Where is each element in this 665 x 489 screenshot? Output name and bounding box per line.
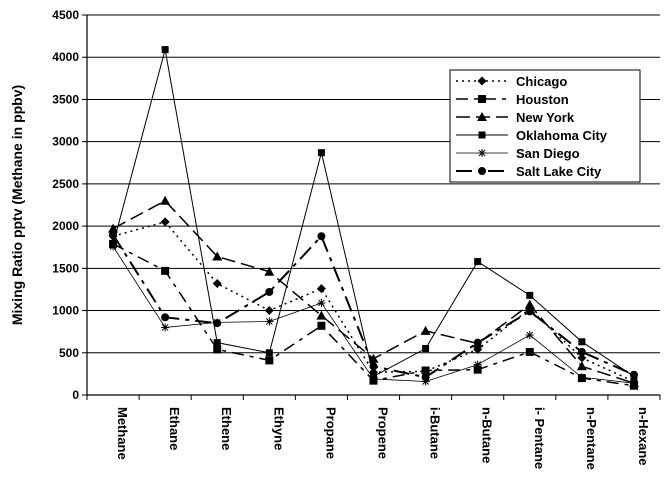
data-point-marker [526,291,534,299]
x-category-label: Ethane [167,407,182,450]
data-point-marker [421,373,430,382]
data-point-marker [577,373,586,382]
y-tick-label: 0 [72,388,79,402]
x-category-label: n-Hexane [636,407,651,466]
data-point-marker [473,338,482,347]
legend-label: New York [516,110,575,125]
data-point-marker [161,313,170,322]
data-point-marker [422,345,430,353]
x-category-label: Methane [115,407,130,460]
data-point-marker [109,242,118,251]
x-axis-category-labels: Methane Ethane Ethene Ethyne Propane Propene i… [115,407,651,470]
series-lines [108,46,639,390]
data-point-marker [577,353,587,363]
data-point-marker [316,310,327,320]
x-category-label: n-Pentane [584,407,599,470]
x-category-label: i-Butane [428,407,443,459]
y-tick-label: 2500 [52,177,79,191]
data-point-marker [265,287,274,296]
data-point-marker [525,331,534,340]
data-point-marker [478,167,486,175]
data-point-marker [264,306,274,316]
legend-item: San Diego [456,146,580,161]
data-point-marker [213,319,222,328]
data-point-marker [109,230,118,239]
legend-label: Chicago [516,74,567,89]
series-salt-lake-city [109,230,638,382]
data-point-marker [264,266,275,276]
x-category-label: n-Butane [480,407,495,463]
data-point-marker [161,266,170,275]
data-point-marker [369,362,378,371]
data-point-marker [473,365,482,374]
data-point-marker [213,345,222,354]
legend-item: Oklahoma City [456,128,608,143]
legend-box [449,69,641,183]
data-point-marker [160,195,171,205]
data-point-marker [108,223,119,233]
data-point-marker [421,366,430,375]
legend-item: Salt Lake City [456,164,602,179]
data-point-marker [161,46,169,54]
data-point-marker [317,232,326,241]
x-category-label: Propene [376,407,391,459]
y-axis-label: Mixing Ratio pptv (Methane in ppbv) [9,85,25,325]
data-point-marker [478,95,486,103]
y-axis-ticks: 0 500 1000 1500 2000 2500 3000 3500 4000 4500 [52,8,87,402]
data-point-marker [316,284,326,294]
data-point-marker [525,307,534,316]
data-point-marker [478,131,486,139]
legend-item: New York [456,110,575,125]
series-san-diego [109,242,638,388]
x-category-label: Ethene [219,407,234,450]
data-point-marker [577,347,586,356]
data-point-marker [421,377,430,386]
x-category-label: i- Pentane [532,407,547,469]
legend-label: San Diego [516,146,580,161]
data-point-marker [160,217,170,227]
data-point-marker [525,347,534,356]
y-tick-label: 4500 [52,8,79,22]
legend-label: Oklahoma City [516,128,608,143]
data-point-marker [477,112,487,121]
legend-label: Salt Lake City [516,164,602,179]
data-point-marker [474,258,482,266]
data-point-marker [317,149,325,157]
x-category-label: Ethyne [271,407,286,450]
data-point-marker [473,360,482,369]
y-tick-label: 3000 [52,135,79,149]
data-point-marker [578,338,586,346]
y-tick-label: 1500 [52,261,79,275]
data-point-marker [420,325,431,335]
data-point-marker [265,349,273,357]
data-point-marker [265,317,274,326]
y-tick-label: 500 [59,346,79,360]
y-tick-label: 4000 [52,50,79,64]
data-point-marker [524,299,535,309]
legend-item: Chicago [456,74,567,89]
y-tick-label: 3500 [52,92,79,106]
y-tick-label: 2000 [52,219,79,233]
legend-item: Houston [456,92,569,107]
axes [86,15,661,400]
data-point-marker [161,323,170,332]
legend-label: Houston [516,92,569,107]
data-point-marker [265,356,274,365]
data-point-marker [629,379,638,388]
data-point-marker [212,251,223,261]
data-point-marker [317,321,326,330]
y-tick-label: 1000 [52,304,79,318]
data-point-marker [629,370,638,379]
legend: Chicago Houston New York Oklahoma City San D… [449,69,641,183]
x-category-label: Propane [323,407,338,459]
data-point-marker [317,298,326,307]
data-point-marker [213,339,221,347]
data-point-marker [576,361,587,371]
data-point-marker [369,374,378,383]
data-point-marker [478,149,486,157]
data-point-marker [212,279,222,289]
data-point-marker [477,76,487,86]
